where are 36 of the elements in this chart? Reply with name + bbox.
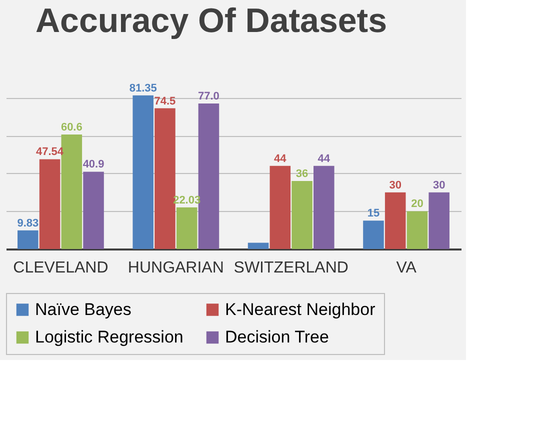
data-label: 36 bbox=[296, 168, 308, 180]
data-label: 74.5 bbox=[154, 95, 176, 108]
bar bbox=[292, 181, 312, 249]
legend-label: K-Nearest Neighbor bbox=[225, 300, 376, 319]
data-label: 81.35 bbox=[129, 82, 157, 94]
x-tick-label: SWITZERLAND bbox=[234, 260, 348, 276]
bar bbox=[406, 211, 428, 249]
bar bbox=[18, 230, 38, 249]
bar bbox=[83, 172, 104, 249]
x-tick-label: HUNGARIAN bbox=[128, 260, 224, 276]
bar bbox=[39, 159, 60, 249]
data-label: 9.83 bbox=[17, 217, 39, 230]
bar bbox=[270, 166, 291, 249]
bar bbox=[363, 220, 384, 249]
data-label: 77.0 bbox=[198, 90, 220, 103]
bar bbox=[132, 95, 154, 249]
x-tick-label: CLEVELAND bbox=[13, 260, 108, 276]
data-label: 40.9 bbox=[82, 158, 104, 171]
bar bbox=[248, 242, 269, 249]
legend-label: Logistic Regression bbox=[35, 328, 184, 346]
data-label: 30 bbox=[432, 179, 446, 192]
bar bbox=[154, 108, 176, 249]
bar bbox=[428, 192, 450, 249]
legend-label: Naïve Bayes bbox=[35, 300, 132, 319]
data-label: 30 bbox=[389, 179, 402, 192]
legend-label: Decision Tree bbox=[225, 328, 329, 346]
data-label: 15 bbox=[367, 208, 380, 220]
data-label: 44 bbox=[318, 152, 331, 165]
bar bbox=[314, 166, 334, 249]
x-tick-label: VA bbox=[396, 260, 417, 276]
data-label: 60.6 bbox=[60, 122, 82, 134]
data-label: 20 bbox=[411, 198, 424, 210]
data-label: 44 bbox=[274, 152, 288, 165]
bar bbox=[384, 192, 406, 249]
bar bbox=[176, 207, 198, 249]
chart-title: Accuracy Of Datasets bbox=[36, 2, 388, 40]
